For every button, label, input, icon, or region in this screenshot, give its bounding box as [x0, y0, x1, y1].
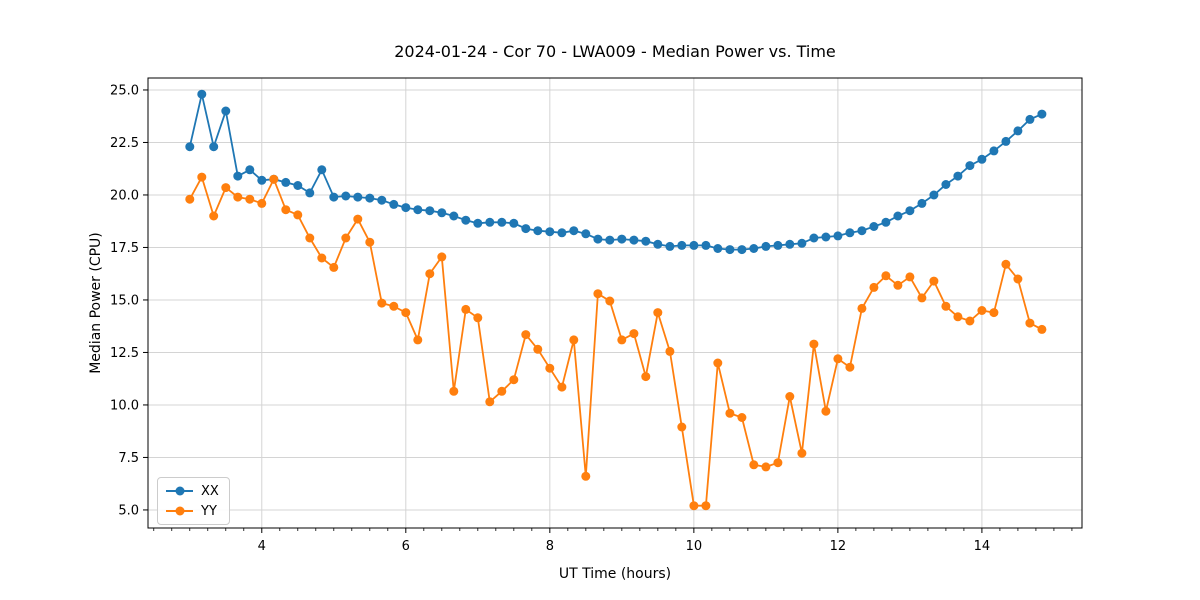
- x-axis: 4 6 8 10 12 14: [153, 528, 1073, 554]
- series-xx-line: [188, 93, 1043, 251]
- y-tick-label: 10.0: [110, 398, 139, 413]
- series-yy: [185, 172, 1047, 511]
- x-tick-label: 14: [974, 539, 991, 554]
- y-tick-label: 25.0: [110, 83, 139, 98]
- x-axis-label: UT Time (hours): [558, 566, 672, 582]
- x-tick-label: 6: [402, 539, 410, 554]
- legend-item-yy: YY: [166, 503, 219, 519]
- y-tick-label: 20.0: [110, 188, 139, 203]
- grid: [148, 78, 1082, 528]
- series-xx: [185, 89, 1047, 255]
- y-tick-label: 12.5: [110, 346, 139, 361]
- x-tick-label: 8: [546, 539, 554, 554]
- legend-label-yy: YY: [201, 503, 217, 519]
- y-tick-label: 22.5: [110, 136, 139, 151]
- legend-label-xx: XX: [201, 483, 219, 499]
- series-yy-line: [189, 174, 1043, 507]
- x-tick-label: 10: [686, 539, 703, 554]
- y-axis: 5.0 7.5 10.0 12.5 15.0 17.5 20.0 22.5 25.0: [110, 83, 148, 518]
- y-tick-label: 17.5: [110, 241, 139, 256]
- y-axis-label: Median Power (CPU): [88, 232, 104, 374]
- chart-title: 2024-01-24 - Cor 70 - LWA009 - Median Po…: [394, 42, 836, 61]
- legend-item-xx: XX: [166, 483, 219, 499]
- legend: XX YY: [157, 477, 230, 525]
- x-tick-label: 12: [830, 539, 847, 554]
- y-tick-label: 5.0: [118, 503, 139, 518]
- legend-dot-xx: [175, 486, 184, 496]
- axes-spines: [147, 77, 1083, 529]
- legend-marker-yy: [166, 506, 193, 516]
- legend-marker-xx: [166, 486, 193, 496]
- series-xx-markers: [185, 89, 1047, 255]
- x-tick-label: 4: [258, 539, 266, 554]
- y-tick-label: 7.5: [118, 451, 139, 466]
- legend-dot-yy: [175, 506, 184, 516]
- series-yy-markers: [185, 172, 1047, 511]
- y-tick-label: 15.0: [110, 293, 139, 308]
